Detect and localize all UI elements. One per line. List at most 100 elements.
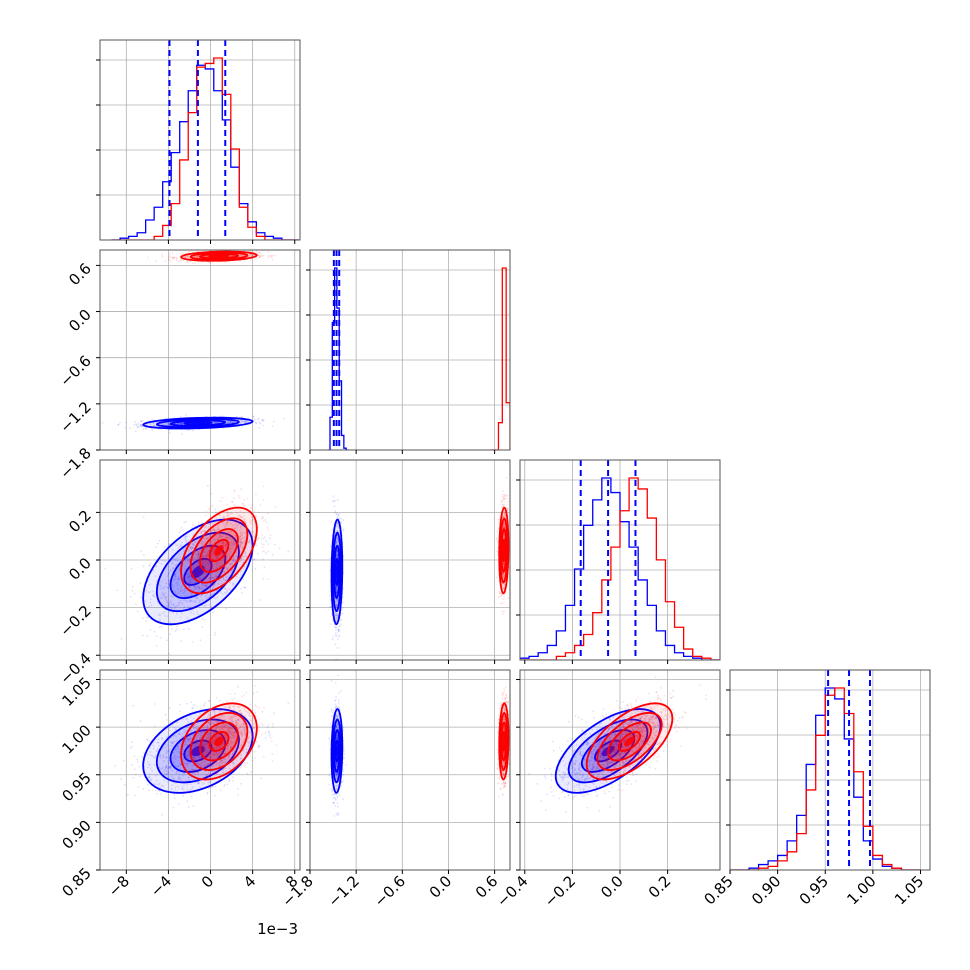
- contour-series-0: [331, 718, 342, 784]
- contour-series-1: [498, 506, 510, 595]
- y-tick-label: 0.95: [58, 769, 94, 805]
- scatter-panel-3-0: [96, 669, 301, 874]
- histogram-series-0: [520, 477, 720, 660]
- hist-panel-3: [726, 669, 931, 874]
- panel-content: [730, 670, 921, 870]
- panel-content: [327, 250, 510, 450]
- contour-series-1: [585, 702, 674, 781]
- contour-series-1: [199, 528, 239, 573]
- panel-content: [101, 250, 286, 435]
- contour-series-1: [189, 517, 249, 584]
- contour-series-1: [208, 254, 230, 259]
- x-tick-label: 4: [240, 872, 259, 891]
- panel-content: [328, 674, 510, 817]
- panel-frame: [99, 249, 301, 451]
- contour-series-0: [155, 418, 240, 429]
- y-tick-label: 1.00: [58, 721, 94, 757]
- contour-series-1: [499, 517, 509, 584]
- contour-series-0: [334, 739, 340, 763]
- panel-frame: [309, 669, 511, 871]
- contour-series-0: [330, 518, 344, 626]
- panels-layer: [96, 39, 931, 874]
- density-peak-series-0: [336, 565, 338, 579]
- contour-series-1: [607, 721, 652, 762]
- scatter-panel-1-0: [96, 249, 301, 454]
- histogram-series-0: [111, 64, 299, 240]
- x-tick-label: −1.2: [324, 872, 362, 910]
- x-tick-label: 1.00: [843, 872, 879, 908]
- x-tick-label: 0.85: [700, 872, 736, 908]
- y-tick-label: 0.85: [58, 864, 94, 900]
- contour-series-1: [596, 711, 663, 771]
- x-tick-label: 0.0: [426, 872, 456, 902]
- x-offset-label: 1e−3: [257, 920, 298, 938]
- histogram-series-1: [730, 687, 921, 870]
- contour-series-1: [189, 711, 249, 771]
- histogram-series-1: [520, 477, 720, 660]
- panel-frame: [99, 39, 301, 241]
- x-tick-label: −0.2: [541, 872, 579, 910]
- contour-series-1: [199, 252, 239, 260]
- panel-content: [520, 460, 720, 660]
- y-tick-label: −1.2: [56, 398, 94, 436]
- contour-series-0: [142, 416, 254, 430]
- x-tick-label: −0.4: [493, 872, 531, 910]
- x-tick-label: 0.90: [748, 872, 784, 908]
- y-tick-label: −0.6: [56, 352, 94, 390]
- scatter-panel-2-0: [96, 459, 301, 664]
- y-tick-label: 0.0: [65, 554, 95, 584]
- scatter-panel-3-2: [516, 669, 721, 874]
- x-tick-label: −8: [105, 872, 133, 900]
- y-tick-label: 0.0: [65, 306, 95, 336]
- histogram-series-0: [327, 267, 349, 450]
- panel-content: [329, 476, 510, 660]
- panel-frame: [309, 249, 511, 451]
- contour-series-0: [142, 708, 254, 794]
- contour-series-0: [330, 708, 344, 794]
- histogram-series-1: [490, 267, 510, 450]
- contour-series-1: [199, 721, 239, 762]
- contour-series-0: [333, 544, 341, 599]
- contour-series-0: [183, 557, 213, 586]
- panel-content: [528, 676, 708, 813]
- hist-panel-0: [96, 39, 301, 244]
- contour-series-1: [501, 538, 506, 563]
- contour-series-0: [169, 729, 227, 773]
- density-peak-series-1: [624, 736, 635, 747]
- contour-series-0: [334, 557, 340, 586]
- x-tick-label: 0.2: [645, 872, 675, 902]
- contour-series-0: [155, 531, 240, 613]
- contour-series-1: [189, 251, 249, 261]
- histogram-series-1: [111, 57, 299, 240]
- contour-series-1: [180, 250, 258, 262]
- contour-series-1: [501, 731, 506, 752]
- contour-series-1: [180, 506, 258, 595]
- y-tick-label: −0.2: [56, 602, 94, 640]
- hist-panel-1: [306, 249, 511, 454]
- contour-series-0: [183, 420, 213, 426]
- panel-frame: [99, 669, 301, 871]
- contour-series-0: [183, 739, 213, 763]
- x-tick-label: 0: [198, 872, 217, 891]
- y-tick-label: 0.90: [58, 816, 94, 852]
- contour-series-0: [331, 531, 342, 613]
- density-peak-series-0: [336, 745, 338, 757]
- contour-series-0: [169, 419, 227, 427]
- x-tick-label: 0.95: [796, 872, 832, 908]
- y-tick-label: 0.6: [65, 259, 95, 289]
- x-tick-label: −0.6: [371, 872, 409, 910]
- x-tick-label: 1.05: [891, 872, 927, 908]
- panel-content: [114, 685, 290, 816]
- panel-frame: [729, 669, 931, 871]
- panel-content: [104, 484, 300, 655]
- panel-content: [111, 40, 299, 240]
- contour-series-1: [500, 721, 508, 762]
- contour-series-1: [499, 711, 509, 771]
- contour-series-1: [208, 731, 230, 752]
- x-tick-label: 0.0: [597, 872, 627, 902]
- contour-series-0: [581, 729, 636, 773]
- density-peak-series-1: [214, 545, 224, 556]
- x-tick-label: −4: [147, 872, 175, 900]
- contour-series-1: [617, 731, 642, 752]
- contour-series-1: [208, 538, 230, 563]
